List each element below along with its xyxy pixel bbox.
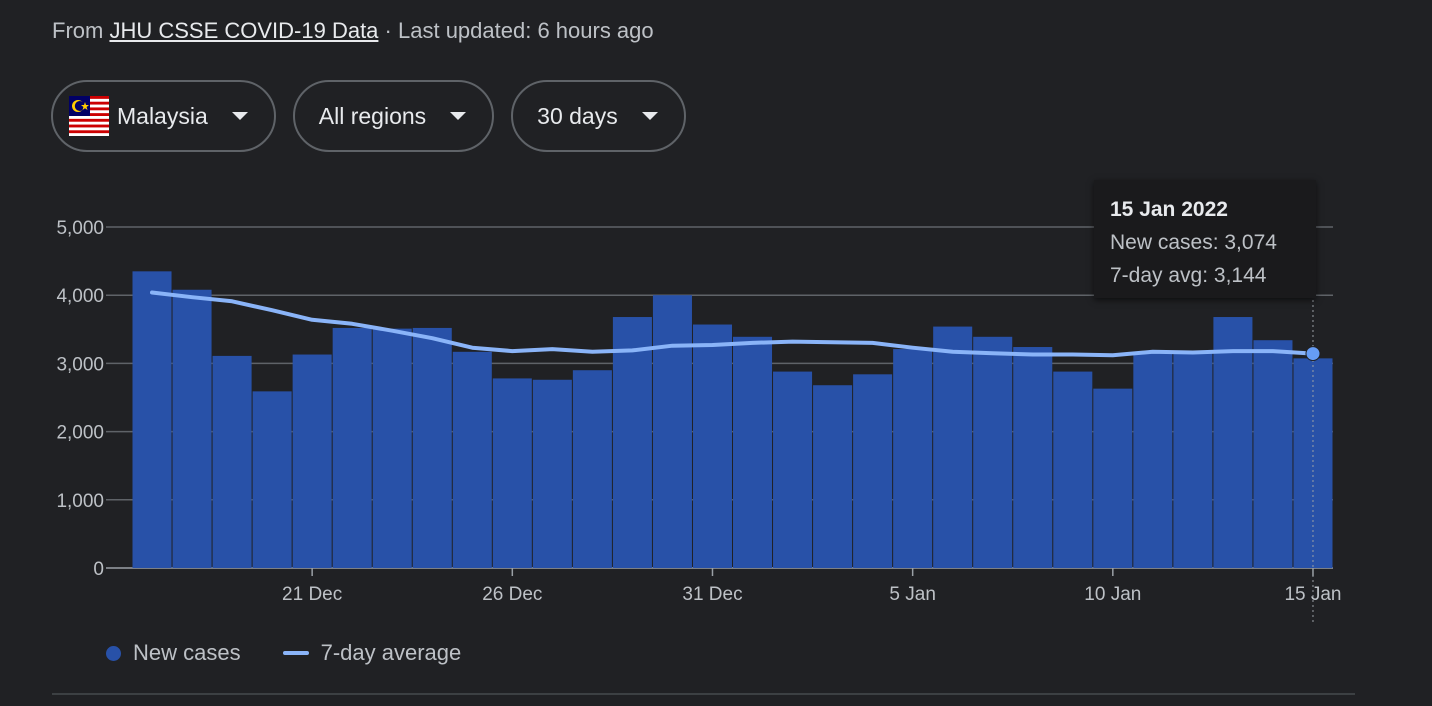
source-line: From JHU CSSE COVID-19 Data · Last updat… xyxy=(52,18,654,44)
y-tick-label: 5,000 xyxy=(56,218,104,239)
bar[interactable] xyxy=(813,385,853,568)
tooltip-avg: 7-day avg: 3,144 xyxy=(1110,264,1267,287)
tooltip-new-cases: New cases: 3,074 xyxy=(1110,231,1277,254)
bar[interactable] xyxy=(212,355,252,568)
bar[interactable] xyxy=(452,351,492,568)
bar[interactable] xyxy=(492,378,532,568)
chevron-down-icon xyxy=(641,112,658,120)
bar[interactable] xyxy=(532,379,572,568)
source-prefix: From xyxy=(52,18,104,43)
bar[interactable] xyxy=(1013,347,1053,568)
y-tick-label: 4,000 xyxy=(56,286,104,307)
chevron-down-icon xyxy=(231,112,248,120)
region-dropdown[interactable]: All regions xyxy=(292,80,495,152)
bar[interactable] xyxy=(412,327,452,568)
bar[interactable] xyxy=(773,371,813,568)
bar[interactable] xyxy=(1093,388,1133,568)
bar[interactable] xyxy=(372,328,412,568)
country-dropdown[interactable]: Malaysia xyxy=(51,80,276,152)
source-separator: · xyxy=(384,18,392,43)
x-tick-label: 10 Jan xyxy=(1084,584,1141,605)
bar[interactable] xyxy=(1253,340,1293,568)
chart-legend: New cases 7-day average xyxy=(106,640,461,666)
bar[interactable] xyxy=(1053,371,1093,568)
malaysia-flag-icon xyxy=(69,96,109,136)
x-tick-label: 26 Dec xyxy=(482,584,542,605)
x-tick-label: 5 Jan xyxy=(889,584,935,605)
x-tick-label: 21 Dec xyxy=(282,584,342,605)
bar[interactable] xyxy=(252,391,292,568)
x-tick-label: 31 Dec xyxy=(682,584,742,605)
bar[interactable] xyxy=(853,374,893,568)
y-tick-label: 3,000 xyxy=(56,354,104,375)
bar[interactable] xyxy=(1133,351,1173,568)
filter-bar: Malaysia All regions 30 days xyxy=(51,80,686,152)
bar[interactable] xyxy=(572,370,612,568)
bar[interactable] xyxy=(973,336,1013,568)
bar[interactable] xyxy=(893,349,933,568)
bar[interactable] xyxy=(332,327,372,568)
legend-bars-label: New cases xyxy=(133,640,241,665)
x-tick-label: 15 Jan xyxy=(1284,584,1341,605)
range-label: 30 days xyxy=(537,102,618,129)
tooltip-date: 15 Jan 2022 xyxy=(1110,198,1228,221)
source-link[interactable]: JHU CSSE COVID-19 Data xyxy=(109,18,379,43)
bar[interactable] xyxy=(132,271,172,568)
average-line xyxy=(150,290,1315,358)
region-label: All regions xyxy=(318,102,427,129)
chart-tooltip: 15 Jan 2022 New cases: 3,074 7-day avg: … xyxy=(1094,180,1316,298)
range-dropdown[interactable]: 30 days xyxy=(511,80,686,152)
last-updated: Last updated: 6 hours ago xyxy=(398,18,654,43)
bar[interactable] xyxy=(292,354,332,568)
bar[interactable] xyxy=(652,295,692,568)
section-divider xyxy=(52,693,1355,695)
chevron-down-icon xyxy=(450,112,467,120)
bar[interactable] xyxy=(1213,317,1253,568)
legend-bars-swatch xyxy=(106,645,121,661)
bar[interactable] xyxy=(733,336,773,568)
legend-line-label: 7-day average xyxy=(320,640,462,665)
y-tick-label: 1,000 xyxy=(56,491,104,512)
bar[interactable] xyxy=(172,289,212,568)
y-tick-label: 0 xyxy=(93,559,104,580)
country-label: Malaysia xyxy=(117,102,208,129)
bar[interactable] xyxy=(933,326,973,568)
bar[interactable] xyxy=(692,324,732,568)
bar[interactable] xyxy=(612,317,652,568)
bar[interactable] xyxy=(1293,358,1333,568)
highlight-point xyxy=(1305,346,1321,362)
y-tick-label: 2,000 xyxy=(56,423,104,444)
legend-line-swatch xyxy=(282,651,309,655)
bar[interactable] xyxy=(1173,351,1213,568)
